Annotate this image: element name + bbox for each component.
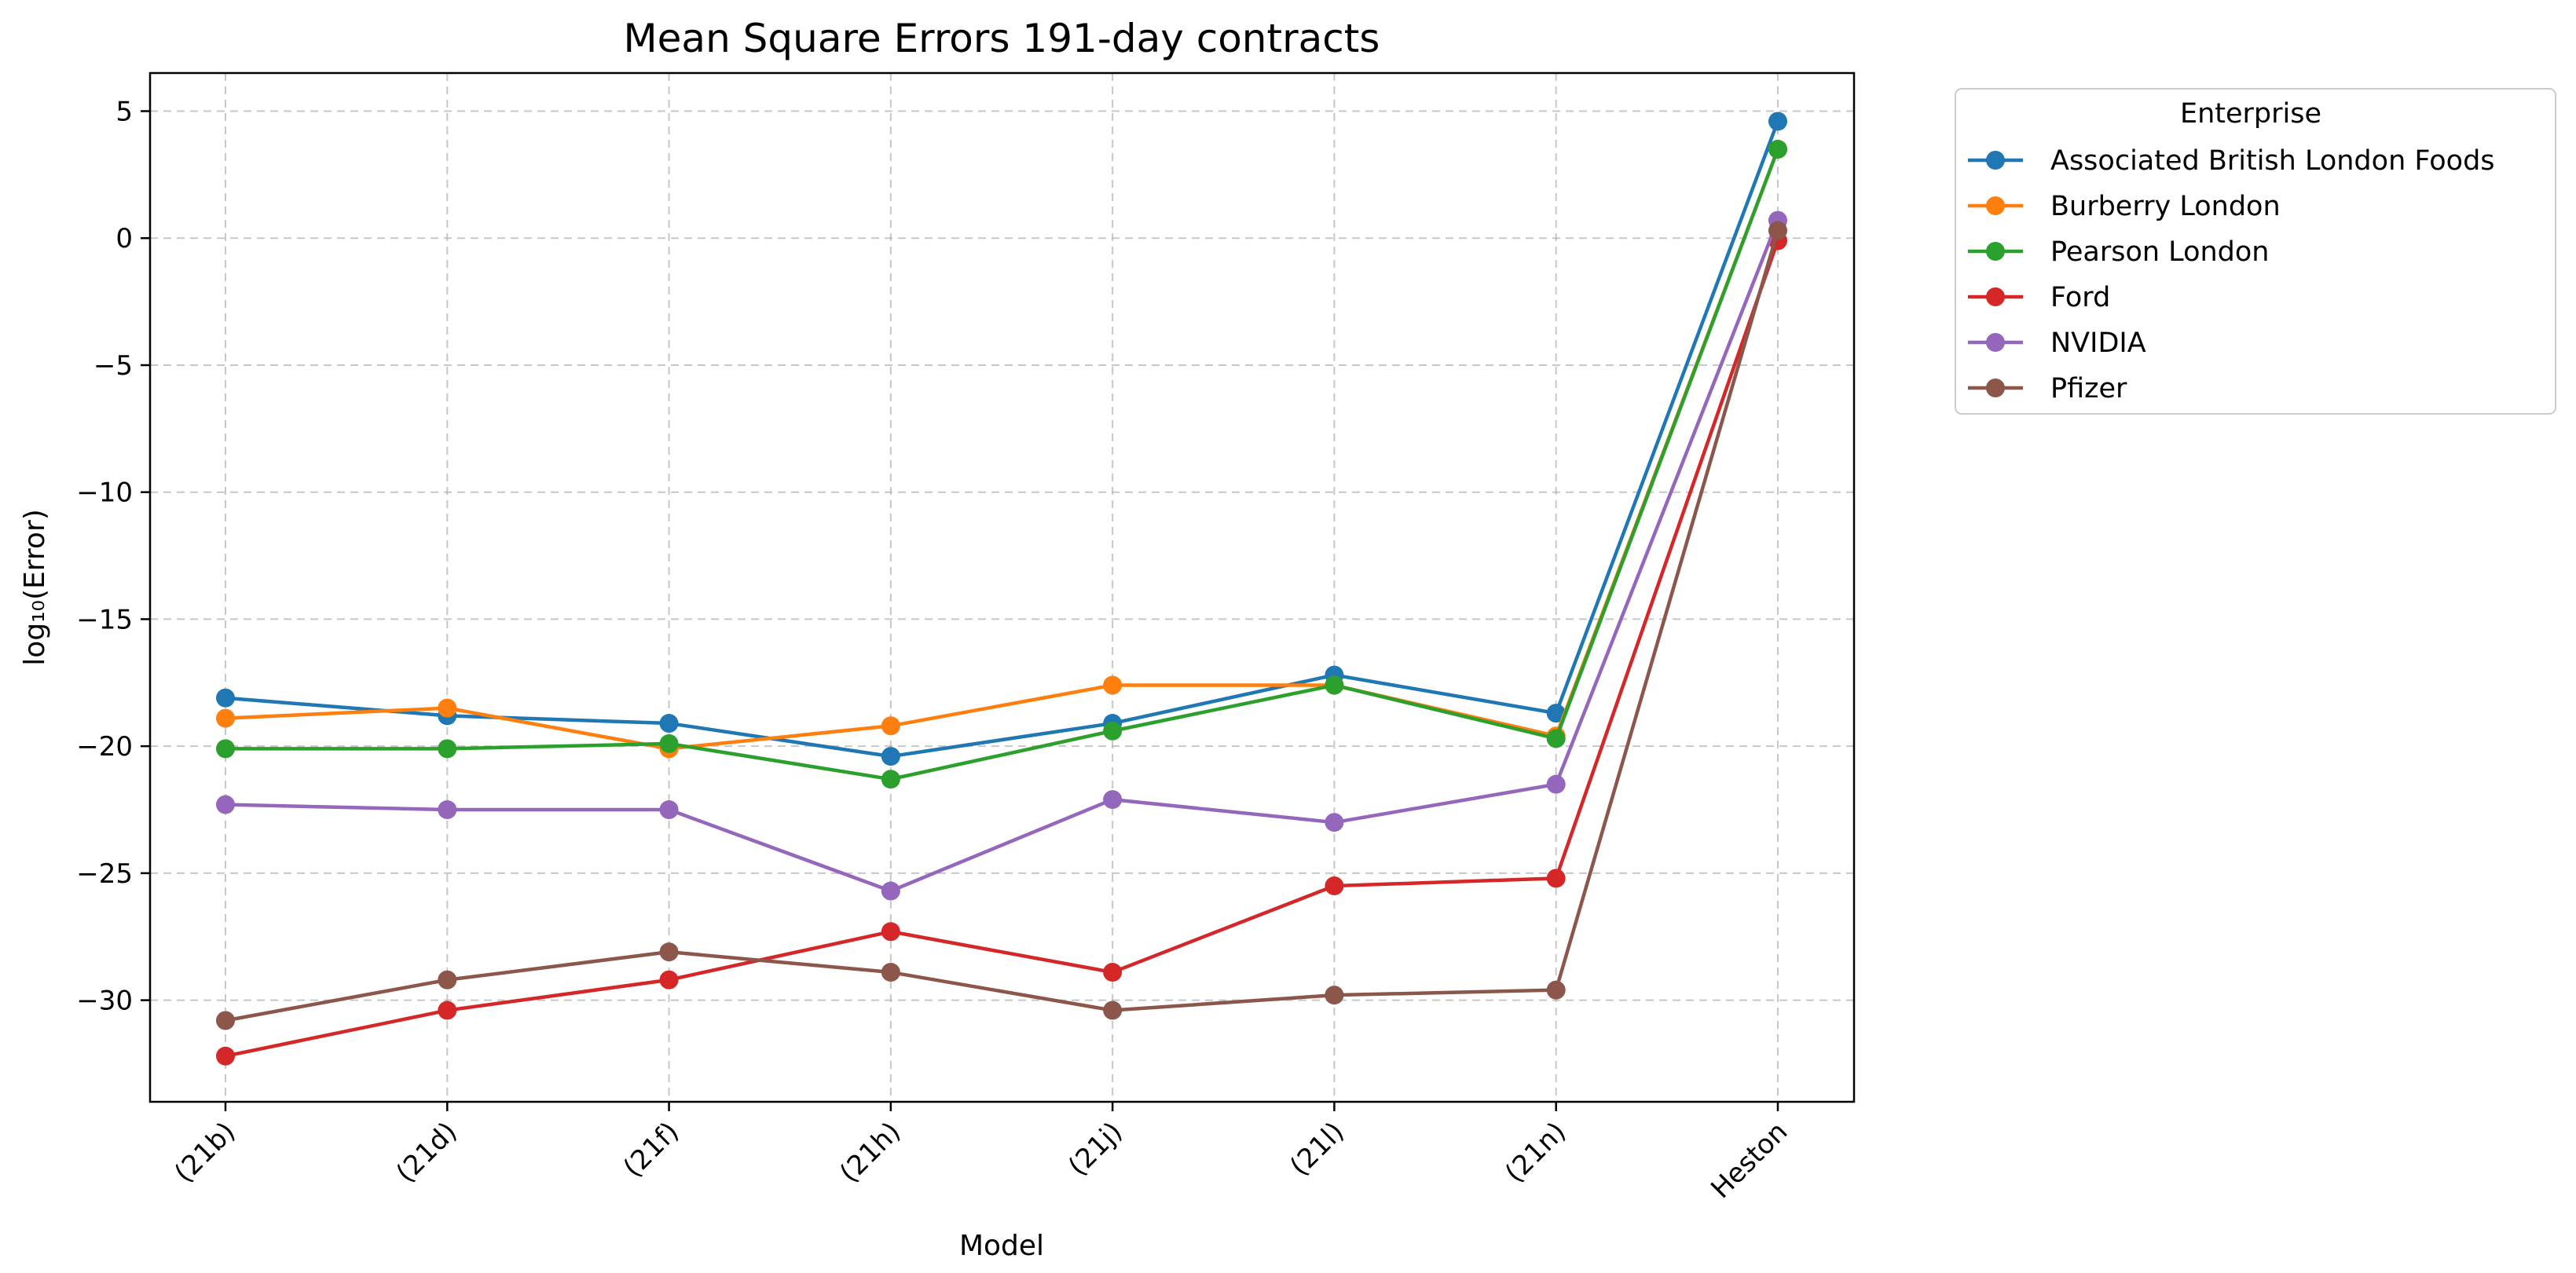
data-point: [659, 714, 679, 733]
x-tick-label: (21n): [1499, 1116, 1572, 1189]
data-point: [881, 881, 900, 901]
y-tick-label: −10: [76, 477, 133, 509]
data-point: [881, 770, 900, 789]
series-associated-british-london-foods: [216, 112, 1787, 766]
data-point: [1546, 980, 1566, 1000]
x-axis-title: Model: [959, 1230, 1044, 1262]
data-point: [1325, 675, 1344, 695]
y-tick-label: −20: [76, 731, 133, 763]
legend-swatch-marker: [1986, 379, 2005, 397]
legend-label: NVIDIA: [2050, 327, 2146, 359]
data-point: [438, 739, 457, 759]
legend-label: Ford: [2050, 282, 2110, 313]
x-tick-label: (21h): [834, 1116, 907, 1189]
chart-title: Mean Square Errors 191-day contracts: [624, 16, 1380, 61]
data-point: [1546, 774, 1566, 794]
series-line: [225, 219, 1780, 893]
data-point: [1768, 221, 1787, 240]
data-point: [1546, 704, 1566, 723]
x-tick-label: Heston: [1705, 1116, 1794, 1205]
x-tick-label: (21l): [1284, 1116, 1350, 1182]
data-point: [438, 800, 457, 820]
legend-items: Associated British London Foods Burberry …: [1968, 145, 2495, 404]
legend-item: NVIDIA: [1968, 327, 2146, 359]
y-tick-label: 0: [115, 223, 133, 254]
plot-area-frame: [148, 71, 1856, 1103]
series-pearson-london: [216, 140, 1787, 789]
legend-swatch-marker: [1986, 196, 2005, 215]
legend-swatch-marker: [1986, 287, 2005, 306]
legend-swatch-marker: [1986, 151, 2005, 170]
data-point: [659, 942, 679, 962]
legend-frame: [1955, 88, 2556, 415]
data-point: [659, 800, 679, 820]
data-point: [216, 1011, 235, 1030]
legend-title: Enterprise: [2180, 98, 2321, 130]
legend-swatch-marker: [1986, 242, 2005, 261]
data-point: [1103, 675, 1123, 695]
series-line: [225, 148, 1780, 751]
data-point: [881, 922, 900, 942]
legend-item: Burberry London: [1968, 191, 2281, 222]
series-burberry-london: [216, 140, 1787, 759]
series-line: [225, 120, 1780, 759]
legend-item: Ford: [1968, 282, 2110, 313]
series-line: [225, 148, 1780, 781]
data-point: [881, 747, 900, 766]
legend-label: Burberry London: [2050, 191, 2281, 222]
grid: [150, 73, 1854, 1102]
legend-label: Pearson London: [2050, 236, 2269, 268]
legend-label: Pfizer: [2050, 373, 2127, 404]
series-layer: [216, 112, 1787, 1066]
data-point: [659, 733, 679, 753]
legend-item: Associated British London Foods: [1968, 145, 2495, 177]
data-point: [1103, 721, 1123, 741]
y-axis: 5 0 −5 −10 −15 −20 −25 −30: [76, 97, 150, 1017]
data-point: [1325, 813, 1344, 832]
y-tick-label: 5: [115, 97, 133, 128]
data-point: [1546, 869, 1566, 888]
x-tick-label: (21d): [390, 1116, 464, 1189]
data-point: [216, 739, 235, 759]
series-line: [225, 240, 1780, 1058]
series-line: [225, 229, 1780, 1022]
y-tick-label: −30: [76, 986, 133, 1017]
data-point: [881, 963, 900, 982]
legend-item: Pearson London: [1968, 236, 2269, 268]
series-pfizer: [216, 221, 1787, 1030]
data-point: [438, 970, 457, 990]
series-nvidia: [216, 210, 1787, 901]
series-ford: [216, 231, 1787, 1066]
y-tick-label: −5: [93, 350, 133, 382]
data-point: [1103, 1000, 1123, 1020]
x-tick-label: (21b): [168, 1116, 241, 1189]
data-point: [1546, 729, 1566, 748]
data-point: [1768, 112, 1787, 131]
legend-swatch-marker: [1986, 333, 2005, 352]
y-tick-label: −15: [76, 604, 133, 635]
data-point: [216, 1046, 235, 1066]
data-point: [438, 1000, 457, 1020]
data-point: [1325, 876, 1344, 896]
x-tick-label: (21j): [1062, 1116, 1128, 1182]
y-tick-label: −25: [76, 858, 133, 890]
data-point: [881, 716, 900, 736]
data-point: [1768, 140, 1787, 159]
data-point: [438, 698, 457, 718]
data-point: [1103, 963, 1123, 982]
x-tick-label: (21f): [617, 1116, 685, 1183]
data-point: [216, 688, 235, 708]
legend-item: Pfizer: [1968, 373, 2127, 404]
data-point: [216, 708, 235, 728]
legend: Enterprise Associated British London Foo…: [1955, 88, 2556, 415]
x-axis: (21b) (21d) (21f) (21h) (21j) (21l) (21n) Hesto…: [168, 1102, 1794, 1205]
y-axis-title: log₁₀(Error): [19, 509, 51, 666]
legend-label: Associated British London Foods: [2050, 145, 2495, 177]
data-point: [216, 795, 235, 814]
data-point: [659, 970, 679, 990]
data-point: [1103, 790, 1123, 810]
data-point: [1325, 986, 1344, 1005]
